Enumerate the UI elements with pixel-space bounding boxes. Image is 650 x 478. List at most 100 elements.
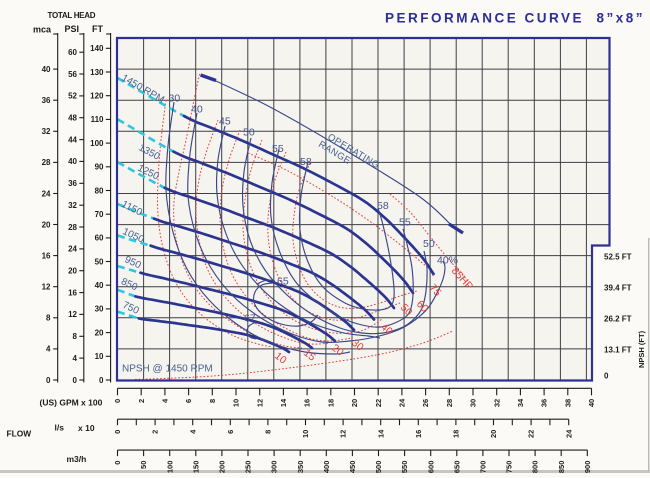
svg-text:l/s: l/s [55, 423, 65, 433]
svg-text:20: 20 [489, 430, 498, 438]
svg-text:NPSH (FT): NPSH (FT) [637, 330, 646, 368]
svg-text:FT: FT [92, 24, 103, 34]
svg-text:6: 6 [184, 399, 193, 403]
svg-text:0: 0 [113, 399, 122, 403]
svg-text:40: 40 [191, 104, 203, 116]
svg-text:50: 50 [423, 238, 435, 250]
svg-text:12: 12 [68, 310, 77, 319]
svg-text:52: 52 [68, 92, 77, 101]
svg-text:600: 600 [426, 461, 435, 473]
svg-text:8: 8 [46, 314, 51, 323]
svg-text:NPSH @ 1450 RPM: NPSH @ 1450 RPM [122, 364, 213, 375]
svg-text:18: 18 [326, 399, 335, 407]
svg-text:24: 24 [398, 398, 407, 407]
svg-text:0: 0 [604, 372, 609, 381]
svg-text:12: 12 [255, 399, 264, 407]
svg-text:200: 200 [218, 461, 227, 473]
svg-text:6: 6 [226, 430, 235, 434]
svg-text:14: 14 [376, 429, 385, 438]
svg-text:44: 44 [68, 135, 77, 144]
svg-text:0: 0 [99, 376, 104, 385]
svg-text:56: 56 [68, 70, 77, 79]
svg-text:4: 4 [161, 398, 170, 403]
svg-text:67: 67 [244, 313, 256, 325]
svg-text:52.5 FT: 52.5 FT [604, 253, 632, 262]
svg-text:0: 0 [73, 376, 78, 385]
svg-text:400: 400 [322, 461, 331, 473]
svg-text:32: 32 [68, 201, 77, 210]
svg-text:36: 36 [68, 179, 77, 188]
svg-text:PERFORMANCE CURVE 8”x8”: PERFORMANCE CURVE 8”x8” [385, 11, 645, 26]
svg-text:40%: 40% [437, 255, 458, 267]
svg-text:24: 24 [564, 429, 573, 438]
svg-text:20: 20 [68, 267, 77, 276]
svg-text:12: 12 [339, 430, 348, 438]
svg-text:28: 28 [42, 158, 51, 167]
svg-text:36: 36 [42, 96, 51, 105]
svg-text:120: 120 [90, 92, 104, 101]
svg-text:30: 30 [469, 399, 478, 407]
svg-text:8: 8 [73, 332, 78, 341]
svg-text:100: 100 [90, 139, 104, 148]
svg-text:16: 16 [414, 430, 423, 438]
svg-text:PSI: PSI [65, 24, 80, 34]
svg-text:140: 140 [90, 44, 104, 53]
svg-text:36: 36 [540, 399, 549, 407]
svg-text:58: 58 [377, 200, 389, 212]
svg-text:24: 24 [42, 189, 51, 198]
svg-text:110: 110 [91, 115, 104, 124]
svg-text:850: 850 [557, 461, 566, 473]
svg-text:0: 0 [46, 376, 51, 385]
svg-text:55: 55 [272, 143, 284, 155]
svg-text:22: 22 [527, 430, 536, 438]
svg-text:50: 50 [243, 127, 255, 139]
svg-text:28: 28 [68, 223, 77, 232]
svg-text:550: 550 [400, 461, 409, 473]
svg-text:40: 40 [42, 65, 51, 74]
svg-text:0: 0 [113, 461, 122, 465]
svg-text:130: 130 [90, 68, 104, 77]
svg-text:650: 650 [452, 461, 461, 473]
svg-text:10: 10 [95, 352, 104, 361]
svg-text:350: 350 [296, 461, 305, 473]
svg-text:100: 100 [165, 461, 174, 473]
svg-text:22: 22 [374, 399, 383, 407]
svg-text:20: 20 [42, 220, 51, 229]
svg-text:500: 500 [374, 461, 383, 473]
svg-text:150: 150 [191, 461, 200, 473]
svg-text:FLOW: FLOW [7, 429, 32, 439]
svg-text:45: 45 [219, 116, 231, 128]
svg-text:30: 30 [169, 93, 181, 105]
svg-text:(US) GPM x 100: (US) GPM x 100 [40, 398, 103, 408]
svg-text:80: 80 [95, 186, 104, 195]
svg-text:50: 50 [95, 257, 104, 266]
svg-text:14: 14 [279, 398, 288, 407]
svg-text:4: 4 [188, 429, 197, 434]
svg-text:60: 60 [68, 48, 77, 57]
svg-text:450: 450 [348, 461, 357, 473]
svg-text:70: 70 [95, 210, 104, 219]
svg-text:700: 700 [479, 461, 488, 473]
svg-text:10: 10 [301, 430, 310, 438]
svg-text:39.4 FT: 39.4 FT [604, 284, 632, 293]
svg-text:38: 38 [563, 399, 572, 407]
svg-text:18: 18 [452, 430, 461, 438]
svg-text:20: 20 [350, 399, 359, 407]
svg-text:28: 28 [445, 399, 454, 407]
svg-text:x 10: x 10 [78, 423, 95, 433]
svg-text:58: 58 [300, 156, 312, 168]
svg-text:40: 40 [95, 281, 104, 290]
svg-text:300: 300 [270, 461, 279, 473]
svg-text:250: 250 [244, 461, 253, 473]
svg-text:4: 4 [73, 354, 78, 363]
svg-text:2: 2 [137, 399, 146, 403]
svg-text:900: 900 [583, 461, 592, 473]
svg-text:90: 90 [95, 163, 104, 172]
svg-text:26.2 FT: 26.2 FT [604, 315, 632, 324]
svg-text:30: 30 [95, 305, 104, 314]
svg-text:55: 55 [399, 217, 411, 229]
svg-text:40: 40 [68, 157, 77, 166]
svg-text:16: 16 [68, 288, 77, 297]
svg-text:32: 32 [42, 127, 51, 136]
svg-text:20: 20 [95, 328, 104, 337]
